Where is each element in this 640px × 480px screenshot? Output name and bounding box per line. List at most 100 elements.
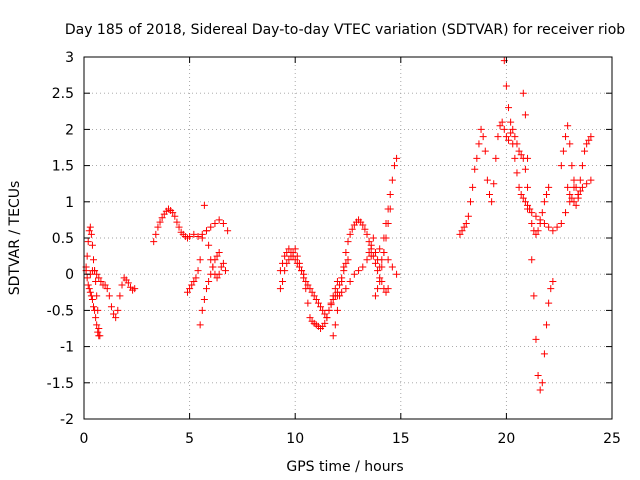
data-point	[572, 201, 580, 209]
data-point	[494, 133, 502, 141]
data-point	[528, 256, 536, 264]
data-point	[285, 245, 293, 253]
data-point	[329, 296, 337, 304]
data-point	[304, 299, 312, 307]
data-point	[545, 183, 553, 191]
data-point	[101, 281, 109, 289]
data-point	[466, 198, 474, 206]
data-point	[521, 111, 529, 119]
data-point	[207, 223, 215, 231]
data-point	[587, 176, 595, 184]
series-arc-07	[276, 245, 341, 322]
data-point	[192, 274, 200, 282]
data-point	[492, 154, 500, 162]
data-point	[517, 191, 525, 199]
data-point	[498, 118, 506, 126]
data-point	[131, 285, 139, 293]
data-point	[152, 230, 160, 238]
data-point	[333, 306, 341, 314]
data-point	[386, 205, 394, 213]
data-point	[207, 270, 215, 278]
y-tick-label: 0	[65, 267, 74, 283]
data-point	[85, 227, 93, 235]
data-point	[479, 133, 487, 141]
data-point	[93, 270, 101, 278]
data-point	[291, 245, 299, 253]
data-point	[363, 230, 371, 238]
data-point	[338, 288, 346, 296]
data-point	[456, 230, 464, 238]
data-point	[386, 191, 394, 199]
data-point	[581, 147, 589, 155]
data-point	[186, 233, 194, 241]
data-point	[92, 314, 100, 322]
data-point	[314, 299, 322, 307]
data-point	[342, 248, 350, 256]
data-point	[532, 212, 540, 220]
data-point	[566, 140, 574, 148]
data-point	[536, 386, 544, 394]
data-point	[528, 220, 536, 228]
data-point	[365, 238, 373, 246]
data-point	[190, 230, 198, 238]
data-point	[564, 122, 572, 130]
data-point	[528, 209, 536, 217]
y-tick-label: -2	[60, 412, 74, 428]
series-arc-13	[456, 118, 532, 238]
data-point	[342, 259, 350, 267]
data-point	[84, 281, 92, 289]
data-point	[583, 180, 591, 188]
data-point	[103, 285, 111, 293]
data-point	[205, 241, 213, 249]
data-point	[371, 248, 379, 256]
data-point	[462, 220, 470, 228]
data-point	[302, 285, 310, 293]
series-arc-02	[82, 267, 103, 340]
series-arc-04	[150, 205, 232, 246]
data-point	[576, 176, 584, 184]
data-point	[536, 216, 544, 224]
data-point	[84, 238, 92, 246]
data-point	[211, 256, 219, 264]
data-point	[380, 248, 388, 256]
data-point	[312, 296, 320, 304]
data-point	[576, 187, 584, 195]
data-point	[346, 277, 354, 285]
data-point	[371, 292, 379, 300]
data-point	[333, 292, 341, 300]
data-point	[202, 285, 210, 293]
data-point	[112, 314, 120, 322]
data-point	[114, 306, 122, 314]
y-tick-labels: -2 -1.5 -1 -0.5 0 0.5 1 1.5 2 2.5 3	[47, 50, 74, 428]
data-point	[319, 306, 327, 314]
data-point	[378, 263, 386, 271]
data-point	[285, 256, 293, 264]
data-point	[95, 332, 103, 340]
data-point	[171, 212, 179, 220]
data-point	[532, 335, 540, 343]
data-point	[519, 194, 527, 202]
data-point	[374, 267, 382, 275]
data-point	[475, 140, 483, 148]
data-point	[355, 267, 363, 275]
data-point	[513, 140, 521, 148]
data-point	[85, 285, 93, 293]
data-point	[83, 252, 91, 260]
data-point	[293, 252, 301, 260]
data-point	[390, 162, 398, 170]
data-point	[317, 303, 325, 311]
data-point	[209, 263, 217, 271]
y-tick-label: 1	[65, 195, 74, 211]
data-point	[393, 270, 401, 278]
data-point	[543, 191, 551, 199]
data-point	[200, 296, 208, 304]
data-point	[196, 321, 204, 329]
data-point	[169, 209, 177, 217]
data-point	[460, 223, 468, 231]
data-points	[82, 57, 595, 394]
data-point	[361, 225, 369, 233]
series-arc-12	[371, 205, 394, 300]
data-point	[116, 292, 124, 300]
data-point	[376, 277, 384, 285]
data-point	[331, 321, 339, 329]
